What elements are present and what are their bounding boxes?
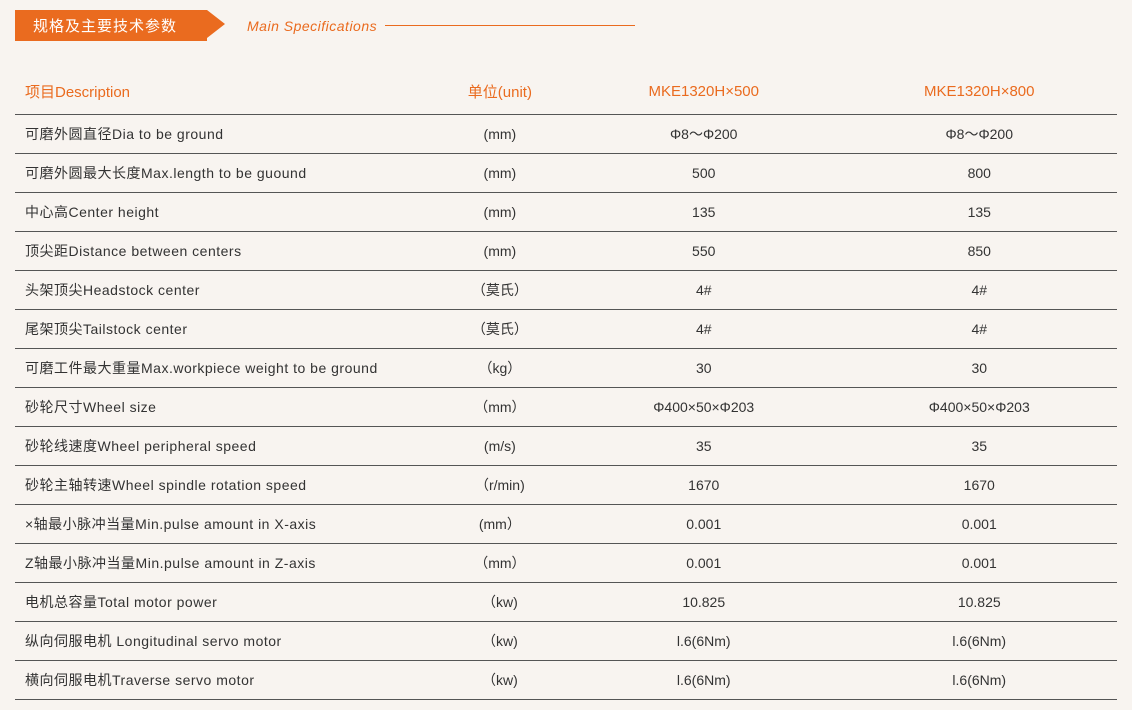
table-row: 可磨外圆直径Dia to be ground(mm)Φ8～Φ200Φ8～Φ200 [15, 115, 1117, 154]
table-row: 头架顶尖Headstock center（莫氏）4#4# [15, 271, 1117, 310]
cell-model2: 30 [841, 349, 1117, 388]
cell-model2: 4# [841, 271, 1117, 310]
cell-model1: 1670 [566, 466, 842, 505]
cell-unit: （莫氏） [434, 310, 566, 349]
cell-model2: 4# [841, 310, 1117, 349]
cell-model1: 30 [566, 349, 842, 388]
cell-model1: 10.825 [566, 583, 842, 622]
table-row: 横向伺服电机Traverse servo motor（kw)l.6(6Nm)l.… [15, 661, 1117, 700]
cell-unit: （r/min) [434, 466, 566, 505]
table-row: Z轴最小脉冲当量Min.pulse amount in Z-axis（mm）0.… [15, 544, 1117, 583]
col-header-model1: MKE1320H×500 [566, 69, 842, 115]
header-badge: 规格及主要技术参数 [15, 10, 207, 41]
cell-unit: (mm) [434, 115, 566, 154]
cell-description: 砂轮尺寸Wheel size [15, 388, 434, 427]
cell-model2: 35 [841, 427, 1117, 466]
cell-model1: l.6(6Nm) [566, 661, 842, 700]
cell-description: ×轴最小脉冲当量Min.pulse amount in X-axis [15, 505, 434, 544]
header-title-cn: 规格及主要技术参数 [33, 18, 177, 35]
table-row: 可磨外圆最大长度Max.length to be guound(mm)50080… [15, 154, 1117, 193]
table-row: 中心高Center height(mm)135135 [15, 193, 1117, 232]
cell-model2: l.6(6Nm) [841, 661, 1117, 700]
cell-model2: 1670 [841, 466, 1117, 505]
cell-model1: 4# [566, 271, 842, 310]
cell-unit: （kw) [434, 622, 566, 661]
cell-model2: 135 [841, 193, 1117, 232]
cell-unit: (mm) [434, 154, 566, 193]
cell-unit: (mm) [434, 232, 566, 271]
cell-model2: 800 [841, 154, 1117, 193]
cell-description: 尾架顶尖Tailstock center [15, 310, 434, 349]
cell-model1: l.6(6Nm) [566, 622, 842, 661]
table-header-row: 项目Description 单位(unit) MKE1320H×500 MKE1… [15, 69, 1117, 115]
cell-model1: 35 [566, 427, 842, 466]
cell-model2: 850 [841, 232, 1117, 271]
cell-description: 可磨工件最大重量Max.workpiece weight to be groun… [15, 349, 434, 388]
cell-description: 可磨外圆直径Dia to be ground [15, 115, 434, 154]
cell-model1: 550 [566, 232, 842, 271]
cell-description: 头架顶尖Headstock center [15, 271, 434, 310]
cell-model1: 135 [566, 193, 842, 232]
cell-unit: （mm） [434, 544, 566, 583]
cell-description: 砂轮主轴转速Wheel spindle rotation speed [15, 466, 434, 505]
cell-model2: l.6(6Nm) [841, 622, 1117, 661]
cell-model1: 500 [566, 154, 842, 193]
cell-model2: Φ400×50×Φ203 [841, 388, 1117, 427]
cell-description: 顶尖距Distance between centers [15, 232, 434, 271]
cell-model2: 10.825 [841, 583, 1117, 622]
cell-model2: 0.001 [841, 544, 1117, 583]
table-row: 尾架顶尖Tailstock center（莫氏）4#4# [15, 310, 1117, 349]
cell-unit: （mm） [434, 388, 566, 427]
table-row: 砂轮尺寸Wheel size（mm）Φ400×50×Φ203Φ400×50×Φ2… [15, 388, 1117, 427]
section-header: 规格及主要技术参数 Main Specifications [15, 10, 1117, 41]
cell-unit: （莫氏） [434, 271, 566, 310]
table-row: 纵向伺服电机 Longitudinal servo motor（kw)l.6(6… [15, 622, 1117, 661]
table-row: 可磨工件最大重量Max.workpiece weight to be groun… [15, 349, 1117, 388]
table-row: 顶尖距Distance between centers(mm)550850 [15, 232, 1117, 271]
spec-table: 项目Description 单位(unit) MKE1320H×500 MKE1… [15, 69, 1117, 700]
table-body: 可磨外圆直径Dia to be ground(mm)Φ8～Φ200Φ8～Φ200… [15, 115, 1117, 700]
cell-description: 砂轮线速度Wheel peripheral speed [15, 427, 434, 466]
header-underline [385, 25, 635, 26]
table-row: 砂轮主轴转速Wheel spindle rotation speed（r/min… [15, 466, 1117, 505]
cell-description: Z轴最小脉冲当量Min.pulse amount in Z-axis [15, 544, 434, 583]
cell-unit: (m/s) [434, 427, 566, 466]
cell-description: 中心高Center height [15, 193, 434, 232]
cell-model1: Φ400×50×Φ203 [566, 388, 842, 427]
col-header-model2: MKE1320H×800 [841, 69, 1117, 115]
cell-unit: (mm） [434, 505, 566, 544]
cell-unit: （kg） [434, 349, 566, 388]
cell-description: 横向伺服电机Traverse servo motor [15, 661, 434, 700]
cell-model1: Φ8～Φ200 [566, 115, 842, 154]
cell-model1: 4# [566, 310, 842, 349]
cell-unit: （kw) [434, 583, 566, 622]
table-row: 砂轮线速度Wheel peripheral speed(m/s)3535 [15, 427, 1117, 466]
cell-unit: （kw) [434, 661, 566, 700]
cell-unit: (mm) [434, 193, 566, 232]
cell-model2: Φ8～Φ200 [841, 115, 1117, 154]
cell-model2: 0.001 [841, 505, 1117, 544]
cell-description: 电机总容量Total motor power [15, 583, 434, 622]
col-header-unit: 单位(unit) [434, 69, 566, 115]
cell-description: 纵向伺服电机 Longitudinal servo motor [15, 622, 434, 661]
cell-model1: 0.001 [566, 544, 842, 583]
cell-description: 可磨外圆最大长度Max.length to be guound [15, 154, 434, 193]
table-row: ×轴最小脉冲当量Min.pulse amount in X-axis(mm）0.… [15, 505, 1117, 544]
col-header-description: 项目Description [15, 69, 434, 115]
header-title-en: Main Specifications [247, 18, 377, 34]
cell-model1: 0.001 [566, 505, 842, 544]
table-row: 电机总容量Total motor power（kw)10.82510.825 [15, 583, 1117, 622]
